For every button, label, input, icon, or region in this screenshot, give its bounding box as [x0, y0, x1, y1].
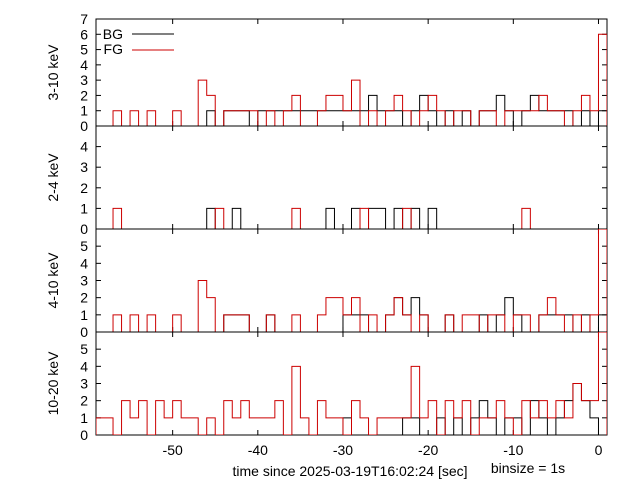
y-tick-label: 4	[80, 139, 88, 155]
x-tick-label: -10	[503, 442, 523, 458]
series-fg-panel-3	[96, 332, 607, 435]
y-tick-label: 0	[80, 324, 88, 340]
x-tick-label: 0	[595, 442, 603, 458]
series-fg-panel-0	[112, 33, 607, 126]
legend-label-fg: FG	[104, 41, 123, 57]
y-tick-label: 3	[80, 376, 88, 392]
y-tick-label: 3	[80, 159, 88, 175]
series-fg-panel-1	[112, 207, 531, 229]
x-tick-label: -50	[163, 442, 183, 458]
legend: BG FG	[103, 26, 174, 57]
y-tick-label: 6	[80, 26, 88, 42]
y-tick-label: 0	[80, 221, 88, 237]
binsize-label: binsize = 1s	[491, 460, 565, 476]
y-axis-label: 10-20 keV	[45, 351, 61, 415]
y-tick-label: 4	[80, 358, 88, 374]
y-tick-label: 3	[80, 72, 88, 88]
y-tick-label: 1	[80, 200, 88, 216]
y-tick-label: 7	[80, 11, 88, 27]
x-axis-label: time since 2025-03-19T16:02:24 [sec]	[232, 463, 467, 479]
y-tick-label: 1	[80, 103, 88, 119]
y-tick-label: 0	[80, 118, 88, 134]
y-tick-label: 2	[80, 393, 88, 409]
y-tick-label: 1	[80, 410, 88, 426]
y-tick-label: 2	[80, 87, 88, 103]
y-axis-label: 3-10 keV	[45, 44, 61, 101]
y-tick-label: 3	[80, 273, 88, 289]
y-axis-label: 4-10 keV	[45, 252, 61, 309]
panel-1: 0 1 2 3 4 2-4 keV	[45, 125, 608, 237]
series-fg-panel-2	[112, 229, 607, 332]
series-bg-panel-1	[206, 207, 438, 229]
y-tick-label: 4	[80, 255, 88, 271]
y-tick-label: 5	[80, 238, 88, 254]
y-tick-label: 4	[80, 57, 88, 73]
x-tick-label: -30	[333, 442, 353, 458]
x-tick-label: -20	[418, 442, 438, 458]
y-tick-label: 0	[80, 427, 88, 443]
y-tick-label: 2	[80, 290, 88, 306]
y-tick-label: 5	[80, 42, 88, 58]
series-bg-panel-3	[342, 383, 607, 435]
y-tick-label: 1	[80, 307, 88, 323]
x-axis: -50 -40 -30 -20 -10 0	[163, 442, 603, 458]
legend-label-bg: BG	[103, 26, 123, 42]
y-tick-label: 5	[80, 341, 88, 357]
y-axis-label: 2-4 keV	[45, 153, 61, 202]
series-bg-panel-2	[223, 297, 607, 332]
y-tick-label: 2	[80, 180, 88, 196]
x-tick-label: -40	[248, 442, 268, 458]
